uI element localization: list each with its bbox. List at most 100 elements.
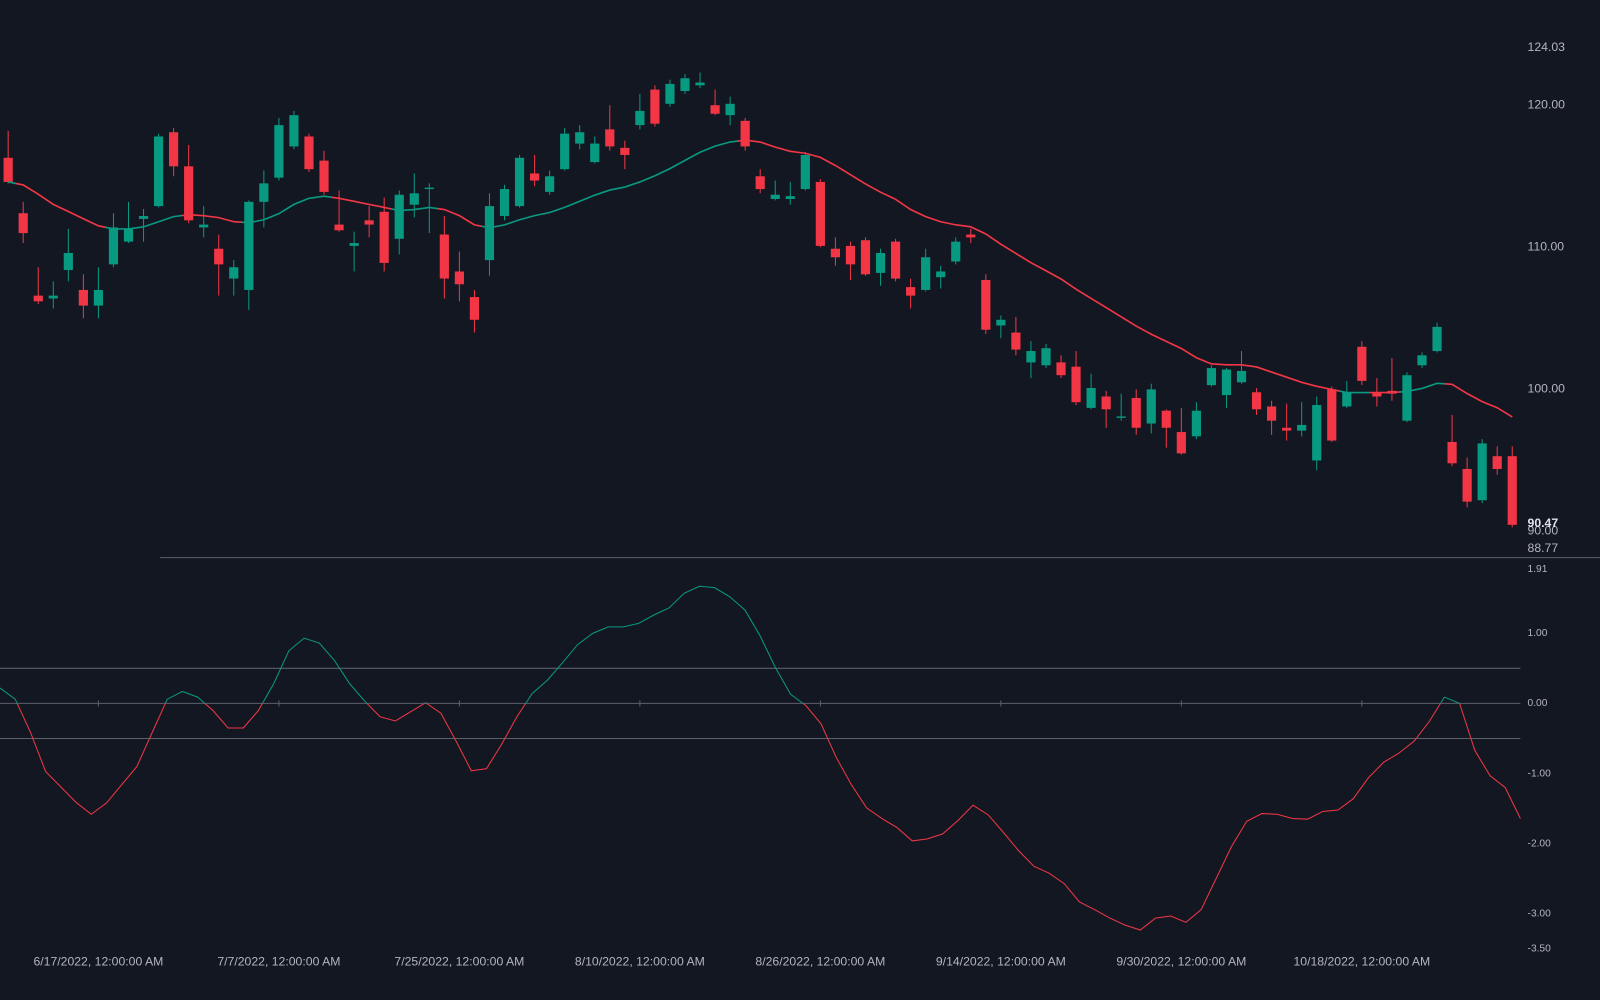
x-tick-label: 7/25/2022, 12:00:00 AM [394,954,524,968]
y-tick-label: 124.03 [1528,40,1566,54]
candle-body [394,194,404,239]
candle-body [1026,351,1036,363]
candle-body [680,78,690,92]
candle-body [1417,355,1427,366]
candle-body [1176,432,1186,454]
candle-body [63,252,73,271]
candle-body [981,279,991,330]
candle-body [966,234,976,238]
candle-body [620,147,630,155]
candle-body [575,132,585,144]
candle-body [665,83,675,104]
y-tick-label: 120.00 [1528,97,1566,111]
candle-body [1056,362,1066,376]
candle-body [830,248,840,258]
candle-body [1462,468,1472,502]
candle-body [499,189,510,217]
candle-body [33,295,43,302]
x-tick-label: 8/10/2022, 12:00:00 AM [575,954,705,968]
candle-body [1236,370,1247,383]
candle-body [860,240,871,275]
candle-body [304,136,314,170]
y-tick-label: 110.00 [1528,240,1565,254]
candle-body [138,216,149,219]
x-tick-label: 9/14/2022, 12:00:00 AM [936,954,1066,968]
candle-body [710,105,720,114]
candle-body [469,297,480,320]
candle-body [334,224,344,231]
candle-body [78,289,88,306]
candle-body [1312,405,1322,461]
candle-body [108,227,119,265]
candle-body [1251,392,1262,410]
y-tick-label: -3.00 [1528,909,1552,920]
x-tick-label: 7/7/2022, 12:00:00 AM [217,954,340,968]
candle-body [48,295,58,299]
moving-average [8,139,1513,418]
candle-body [530,173,540,181]
candle-body [1402,375,1412,421]
candle-body [214,248,224,265]
candle-body [1206,368,1217,386]
candle-body [1191,410,1201,437]
candle-body [93,289,103,306]
candle-body [635,110,645,126]
candle-body [409,193,419,205]
candle-body [545,176,555,192]
candle-body [454,271,464,285]
candle-body [1101,396,1111,410]
candle-body [951,241,961,262]
candle-body [1221,369,1232,396]
candle-body [1146,389,1156,424]
candle-body [740,120,750,147]
candle-body [725,103,735,116]
candle-body [259,183,269,202]
candle-body [845,245,856,265]
candle-body [229,267,239,279]
y-tick-label: 0.00 [1528,698,1548,709]
candle-body [1116,416,1126,418]
last-price-label: 90.47 [1528,516,1559,530]
candle-body [514,157,525,207]
candle-body [1492,456,1502,469]
candle-body [590,143,600,163]
candle-body [1507,456,1517,525]
candle-body [18,213,28,234]
x-tick-label: 10/18/2022, 12:00:00 AM [1293,954,1430,968]
candle-body [770,194,780,200]
candle-body [123,228,134,242]
y-tick-label: 1.00 [1528,628,1548,639]
candle-body [199,224,209,228]
candle-body [1432,326,1442,352]
candle-body [1267,406,1277,421]
candle-body [800,154,810,190]
candle-body [785,196,795,200]
candle-body [875,252,886,273]
candle-body [1297,424,1307,431]
candle-body [1086,387,1096,408]
candle-body [996,319,1006,326]
candle-body [1372,392,1382,397]
candle-body [289,115,299,147]
candle-body [244,201,254,290]
candle-body [184,166,194,221]
candle-body [169,132,179,167]
candle-body [936,271,946,278]
candle-body [755,176,765,190]
candle-body [1327,389,1337,441]
candle-body [319,160,329,192]
y-tick-label: 1.91 [1528,564,1548,575]
candle-body [484,206,495,261]
candle-body [1131,397,1141,428]
candle-body [274,125,284,178]
x-tick-label: 6/17/2022, 12:00:00 AM [33,954,163,968]
y-tick-label: -3.50 [1528,944,1552,955]
y-tick-label: 100.00 [1528,382,1566,396]
candle-body [1011,332,1021,350]
candle-body [1477,443,1487,501]
y-tick-label: -1.00 [1528,768,1552,779]
y-tick-label: -2.00 [1528,838,1552,849]
y-tick-label: 88.77 [1528,541,1559,555]
candle-body [349,243,359,246]
